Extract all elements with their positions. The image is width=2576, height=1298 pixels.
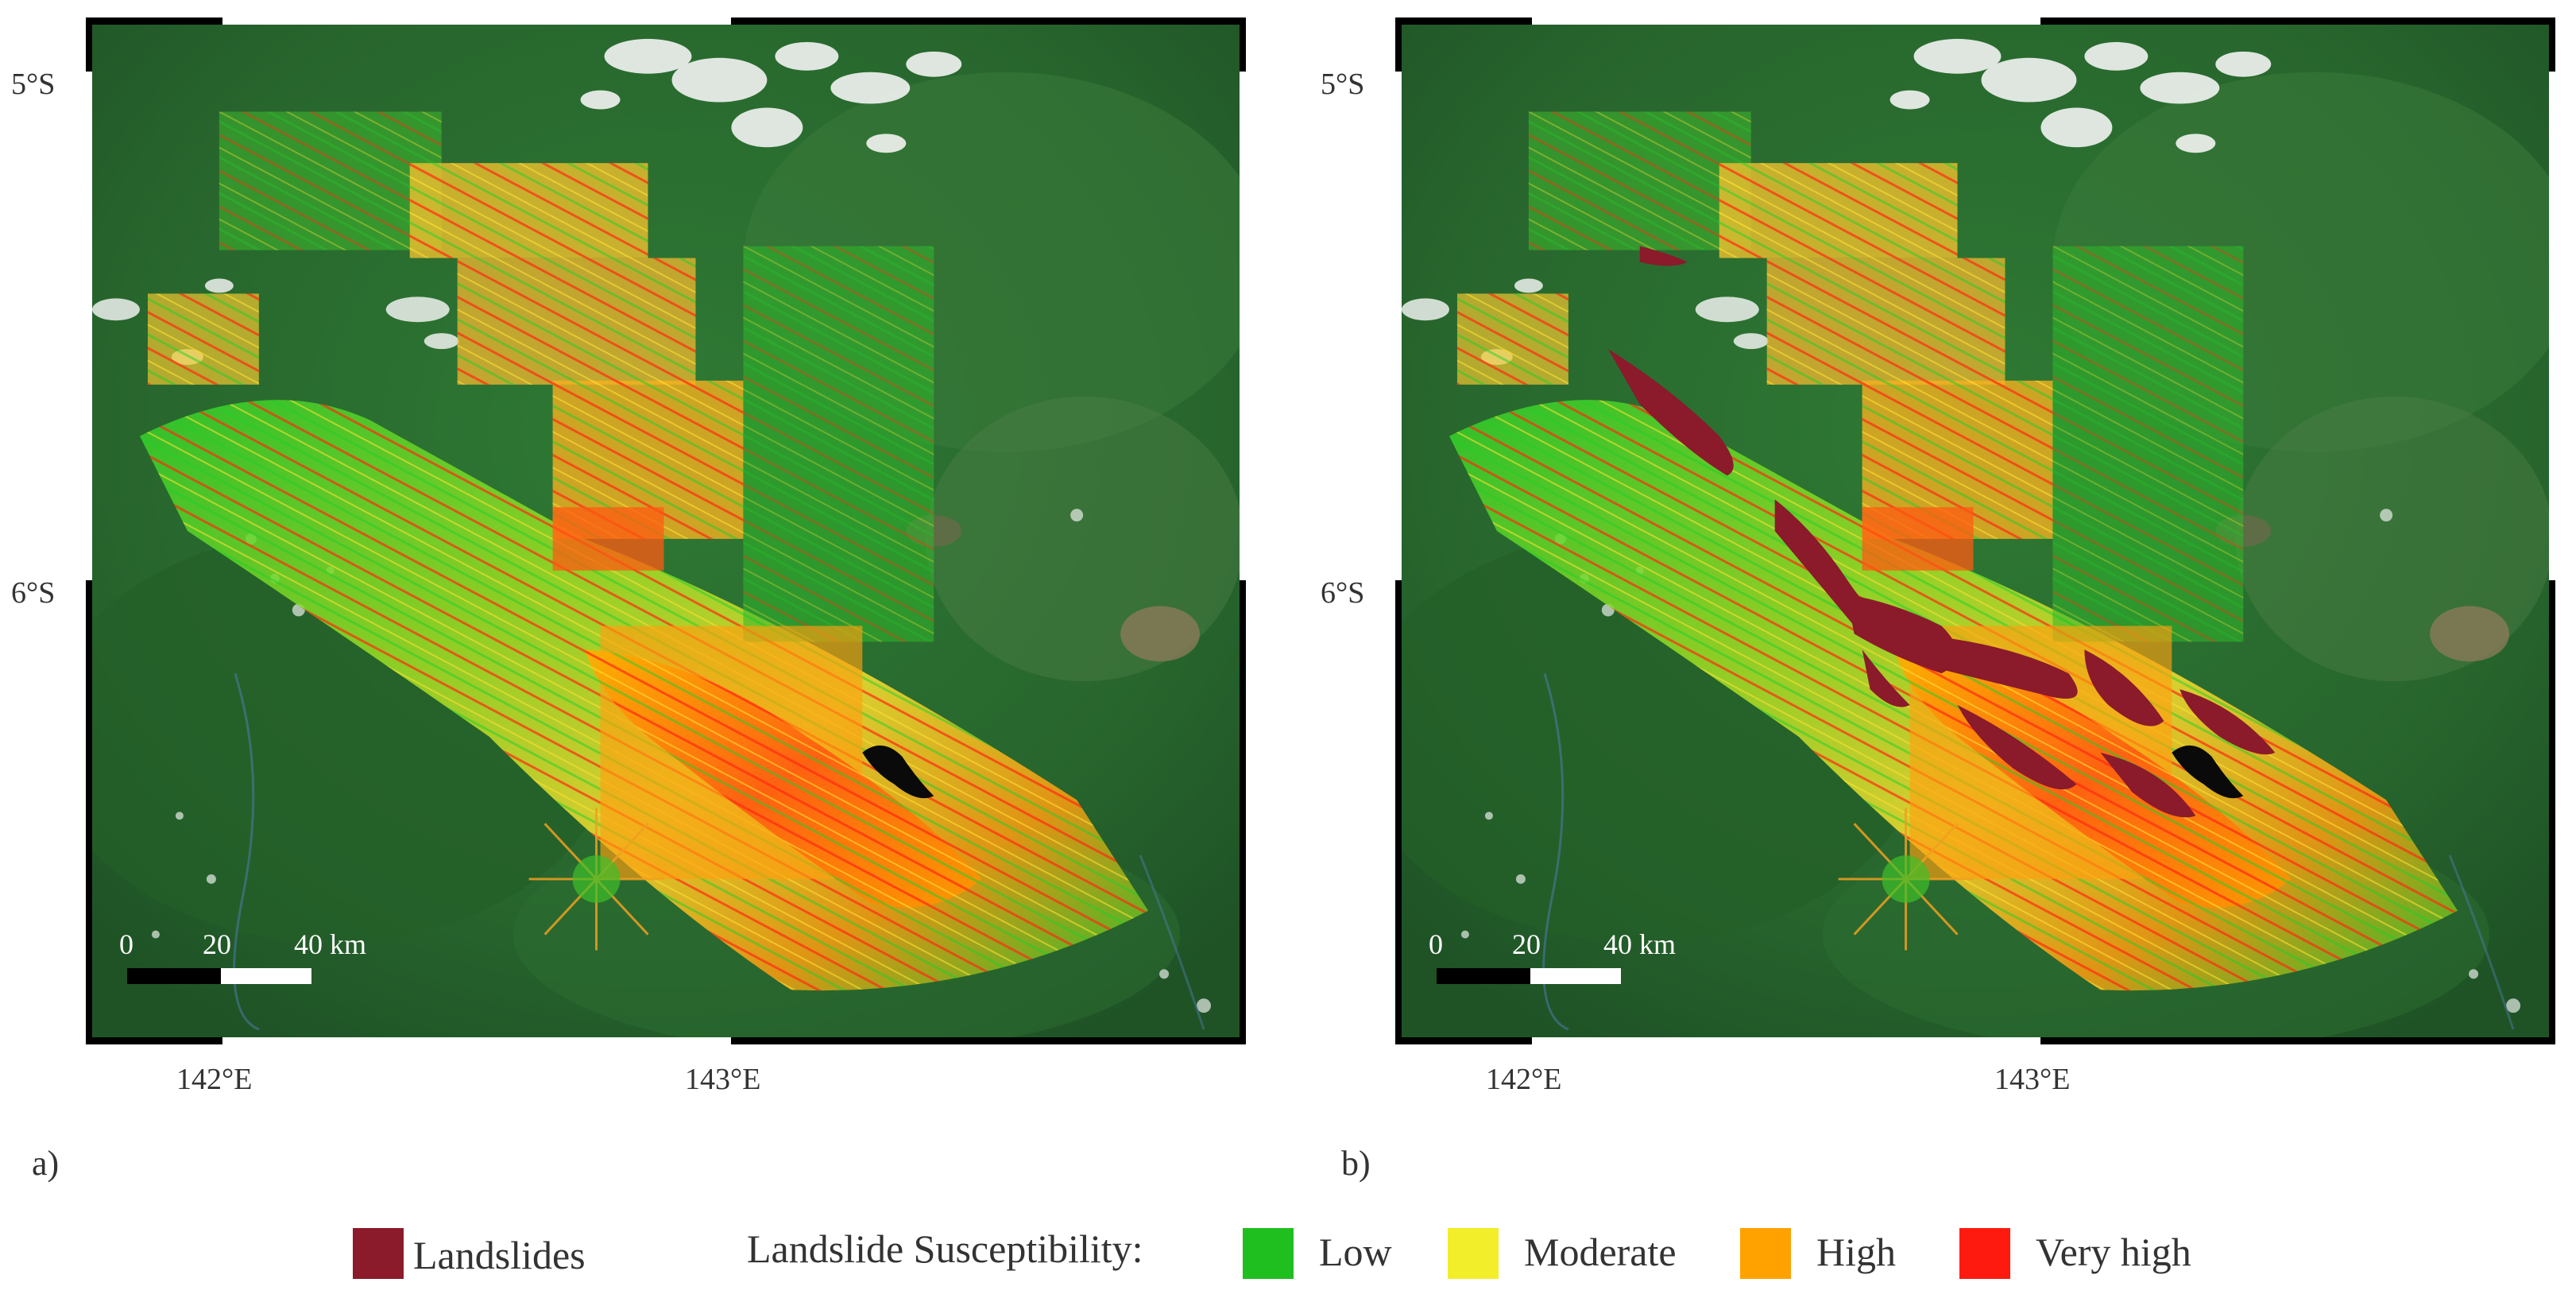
latitude-label: 5°S (1321, 68, 1364, 101)
legend-label-low: Low (1319, 1230, 1392, 1274)
frame-tick-white (222, 17, 731, 25)
legend-label-landslides: Landslides (413, 1233, 586, 1277)
latitude-label: 6°S (11, 576, 55, 610)
frame-tick-white (2549, 72, 2555, 580)
satellite-map (44, 25, 1267, 1053)
legend-swatch-moderate (1448, 1228, 1499, 1279)
legend-label-moderate: Moderate (1524, 1230, 1677, 1274)
scale-segment-white (1530, 968, 1621, 984)
longitude-label: 143°E (685, 1063, 760, 1096)
legend-label-very-high: Very high (2036, 1230, 2191, 1274)
longitude-label: 143°E (1994, 1063, 2070, 1096)
latitude-label: 6°S (1321, 576, 1364, 610)
scale-label: 40 km (1603, 928, 1676, 960)
frame-tick-white (1395, 72, 1402, 580)
legend-swatch-high (1740, 1228, 1791, 1279)
scale-segment-black (1437, 968, 1530, 984)
panel-letter: a) (32, 1144, 59, 1183)
frame-tick-white (86, 72, 92, 580)
legend-swatch-low (1243, 1228, 1294, 1279)
legend-swatch-landslides (353, 1228, 404, 1279)
scale-label: 20 (1512, 928, 1541, 960)
scale-bar: 0 20 40 km (119, 928, 366, 984)
legend-swatch-very-high (1959, 1228, 2010, 1279)
scale-segment-black (127, 968, 221, 984)
scale-label: 40 km (294, 928, 366, 960)
frame-tick-white (1532, 17, 2040, 25)
frame-tick-white (1240, 72, 1246, 580)
legend: Landslides Landslide Susceptibility: Low… (353, 1226, 2191, 1279)
satellite-map (1354, 25, 2576, 1053)
panel-letter: b) (1341, 1144, 1371, 1183)
legend-label-high: High (1816, 1230, 1896, 1274)
scale-segment-white (221, 968, 311, 984)
scale-label: 20 (203, 928, 231, 960)
scale-label: 0 (1429, 928, 1443, 960)
longitude-label: 142°E (176, 1063, 252, 1096)
frame-tick-white (222, 1037, 731, 1044)
legend-title-susceptibility: Landslide Susceptibility: (747, 1226, 1143, 1271)
map-panel-b: 0 20 40 km 5°S 6°S 142°E 143°E b) (1321, 17, 2576, 1183)
frame-tick-white (1532, 1037, 2040, 1044)
scale-bar: 0 20 40 km (1429, 928, 1676, 984)
map-panel-a: 0 20 40 km 5°S 6°S 142°E 143°E a) (11, 17, 1267, 1183)
latitude-label: 5°S (11, 68, 55, 101)
scale-label: 0 (119, 928, 133, 960)
longitude-label: 142°E (1486, 1063, 1561, 1096)
